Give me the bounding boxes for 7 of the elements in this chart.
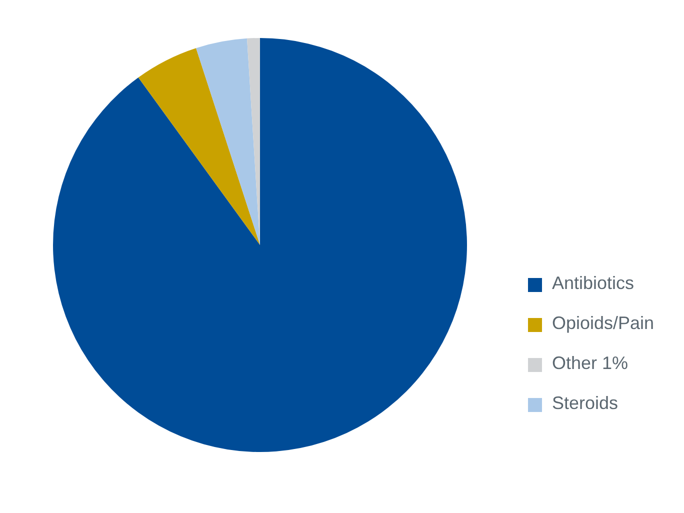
legend-label: Steroids [552, 393, 618, 413]
pie-slice [138, 48, 260, 245]
legend-label: Opioids/Pain [552, 313, 654, 333]
pie-slice [53, 38, 467, 452]
legend-label: Other 1% [552, 353, 628, 373]
legend-label: Antibiotics [552, 273, 634, 293]
pie-slice [196, 38, 260, 245]
